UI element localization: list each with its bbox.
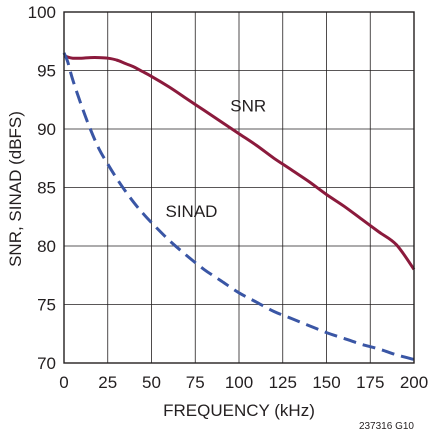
x-tick-label: 100 bbox=[225, 373, 253, 392]
label-layer: 0 25 50 75 100 125 150 175 200 70 75 80 85 90 95 100 SNR… bbox=[28, 3, 429, 392]
x-tick-label: 75 bbox=[186, 373, 205, 392]
sinad-series-label: SINAD bbox=[166, 202, 218, 221]
x-tick-label: 0 bbox=[59, 373, 68, 392]
y-tick-label: 90 bbox=[37, 120, 56, 139]
x-axis-title: FREQUENCY (kHz) bbox=[163, 401, 315, 420]
frame-layer bbox=[63, 11, 415, 364]
x-tick-label: 175 bbox=[356, 373, 384, 392]
x-tick-label: 125 bbox=[269, 373, 297, 392]
x-tick-label: 25 bbox=[98, 373, 117, 392]
x-tick-label: 50 bbox=[142, 373, 161, 392]
y-axis-title: SNR, SINAD (dBFS) bbox=[6, 111, 25, 267]
y-tick-label: 95 bbox=[37, 62, 56, 81]
grid-layer bbox=[64, 12, 414, 363]
y-tick-label: 70 bbox=[37, 354, 56, 373]
y-tick-label: 85 bbox=[37, 179, 56, 198]
x-tick-label: 150 bbox=[312, 373, 340, 392]
plot-frame bbox=[63, 11, 415, 364]
snr-series-line bbox=[63, 53, 416, 271]
y-tick-label: 80 bbox=[37, 237, 56, 256]
y-tick-label: 75 bbox=[37, 296, 56, 315]
figure-code: 237316 G10 bbox=[359, 421, 414, 432]
snr-series-label: SNR bbox=[230, 96, 266, 115]
sinad-series-line bbox=[62, 52, 415, 361]
series-layer bbox=[62, 52, 416, 361]
y-tick-label: 100 bbox=[28, 3, 56, 22]
x-tick-label: 200 bbox=[400, 373, 428, 392]
